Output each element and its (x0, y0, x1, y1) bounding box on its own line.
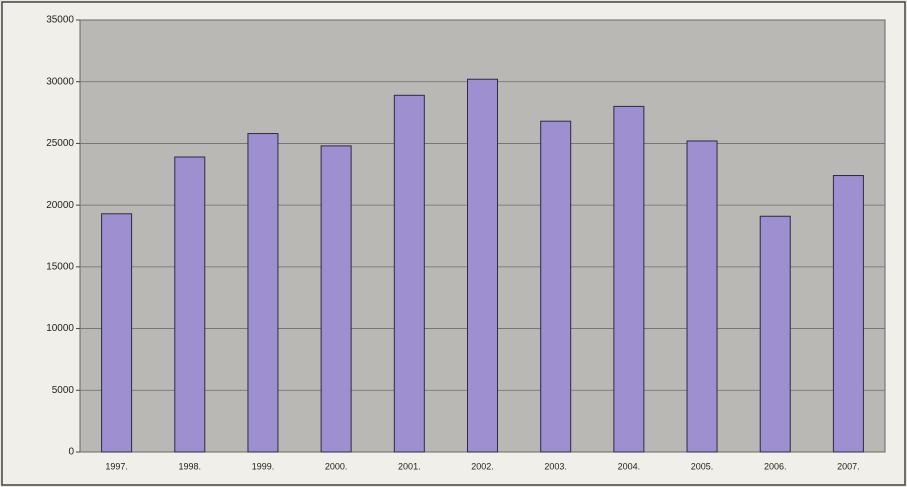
bar (174, 156, 206, 453)
bar (613, 105, 645, 453)
y-tick-label: 10000 (46, 323, 74, 334)
y-tick-label: 30000 (46, 76, 74, 87)
x-tick-label: 2006. (764, 461, 787, 471)
x-tick-label: 2002. (471, 461, 494, 471)
y-tick-label: 15000 (46, 261, 74, 272)
x-tick-label: 2000. (325, 461, 348, 471)
bar (320, 145, 352, 453)
bar (832, 175, 864, 453)
y-tick-label: 5000 (52, 385, 75, 396)
y-tick-label: 25000 (46, 138, 74, 149)
x-tick-label: 2007. (837, 461, 860, 471)
bar (393, 94, 425, 453)
bar (686, 140, 718, 453)
x-tick-label: 2003. (544, 461, 567, 471)
y-tick-label: 20000 (46, 200, 74, 211)
bar (759, 215, 791, 453)
y-tick-label: 35000 (46, 15, 74, 26)
x-tick-label: 1998. (179, 461, 202, 471)
bar (101, 213, 133, 453)
bar (247, 133, 279, 453)
bar (466, 78, 499, 453)
x-tick-label: 2004. (618, 461, 641, 471)
x-tick-label: 1999. (252, 461, 275, 471)
y-tick-label: 0 (68, 447, 74, 458)
x-tick-label: 1997. (105, 461, 128, 471)
x-tick-label: 2005. (691, 461, 714, 471)
bar (540, 120, 572, 453)
x-tick-label: 2001. (398, 461, 421, 471)
